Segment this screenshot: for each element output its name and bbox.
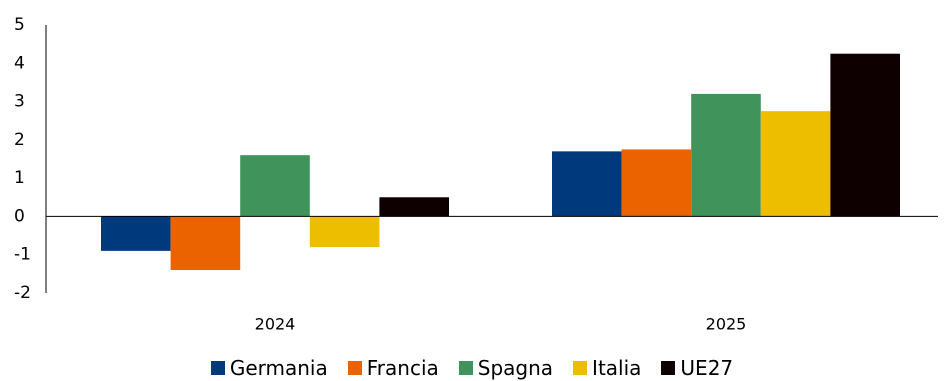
legend-item-spagna: Spagna bbox=[458, 356, 554, 380]
chart-legend: Germania Francia Spagna Italia UE27 bbox=[0, 356, 944, 381]
bar-chart: 5 4 3 2 1 0 -1 -2 2024 2025 bbox=[14, 15, 938, 334]
bar-francia-2024 bbox=[170, 216, 241, 271]
legend-label: UE27 bbox=[680, 356, 734, 380]
legend-item-italia: Italia bbox=[573, 356, 641, 380]
legend-label: Germania bbox=[229, 356, 328, 380]
bar-spagna-2024 bbox=[240, 155, 310, 217]
bar-italia-2024 bbox=[309, 216, 380, 248]
y-tick-label: 4 bbox=[14, 53, 25, 73]
y-tick-label: 3 bbox=[14, 92, 25, 112]
y-tick-label: 0 bbox=[14, 206, 25, 226]
legend-label: Francia bbox=[366, 356, 439, 380]
bar-germania-2024 bbox=[101, 216, 171, 251]
legend-swatch bbox=[458, 361, 473, 375]
bar-ue27-2025 bbox=[830, 53, 900, 217]
y-axis-tick-labels: 5 4 3 2 1 0 -1 -2 bbox=[14, 15, 31, 303]
y-tick-label: -1 bbox=[14, 245, 31, 265]
legend-item-ue27: UE27 bbox=[661, 356, 733, 380]
x-category-label: 2024 bbox=[255, 315, 296, 334]
y-tick-label: 1 bbox=[14, 168, 25, 188]
y-tick-label: 5 bbox=[14, 15, 25, 35]
x-axis-category-labels: 2024 2025 bbox=[255, 315, 747, 334]
y-tick-label: 2 bbox=[14, 130, 25, 150]
legend-item-germania: Germania bbox=[210, 356, 328, 380]
legend-label: Spagna bbox=[477, 356, 554, 380]
bar-spagna-2025 bbox=[691, 93, 761, 217]
legend-label: Italia bbox=[592, 356, 642, 380]
legend-swatch bbox=[210, 361, 225, 375]
x-category-label: 2025 bbox=[706, 315, 747, 334]
legend-swatch bbox=[573, 361, 588, 375]
bars-group bbox=[101, 53, 900, 271]
legend-item-francia: Francia bbox=[347, 356, 439, 380]
bar-italia-2025 bbox=[760, 111, 831, 217]
bar-ue27-2024 bbox=[379, 197, 449, 217]
legend-swatch bbox=[347, 361, 362, 375]
bar-francia-2025 bbox=[621, 149, 692, 217]
bar-germania-2025 bbox=[552, 151, 622, 217]
y-tick-label: -2 bbox=[14, 283, 31, 303]
legend-swatch bbox=[661, 361, 676, 375]
